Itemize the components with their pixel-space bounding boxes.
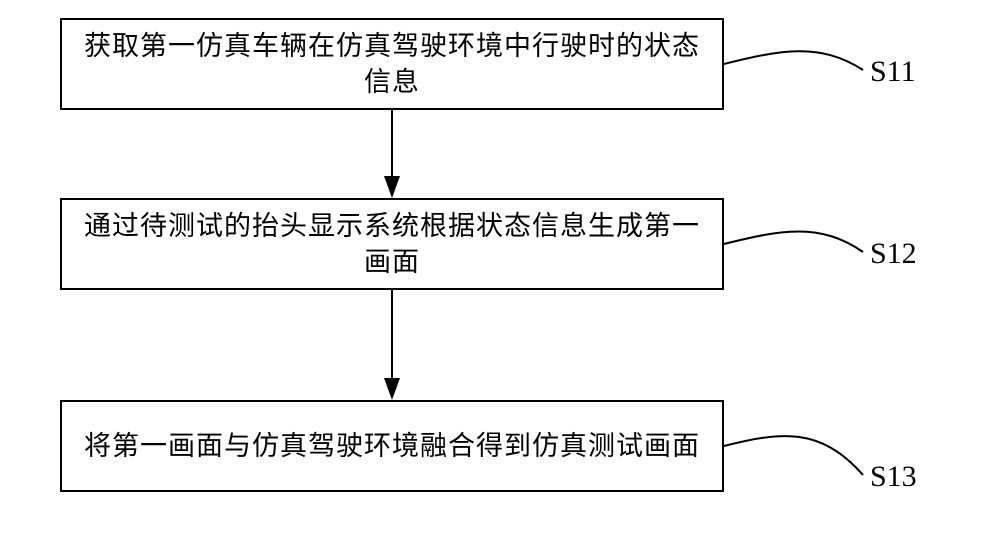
connector-layer (0, 0, 1000, 549)
flowchart-canvas: 获取第一仿真车辆在仿真驾驶环境中行驶时的状态信息 通过待测试的抬头显示系统根据状… (0, 0, 1000, 549)
